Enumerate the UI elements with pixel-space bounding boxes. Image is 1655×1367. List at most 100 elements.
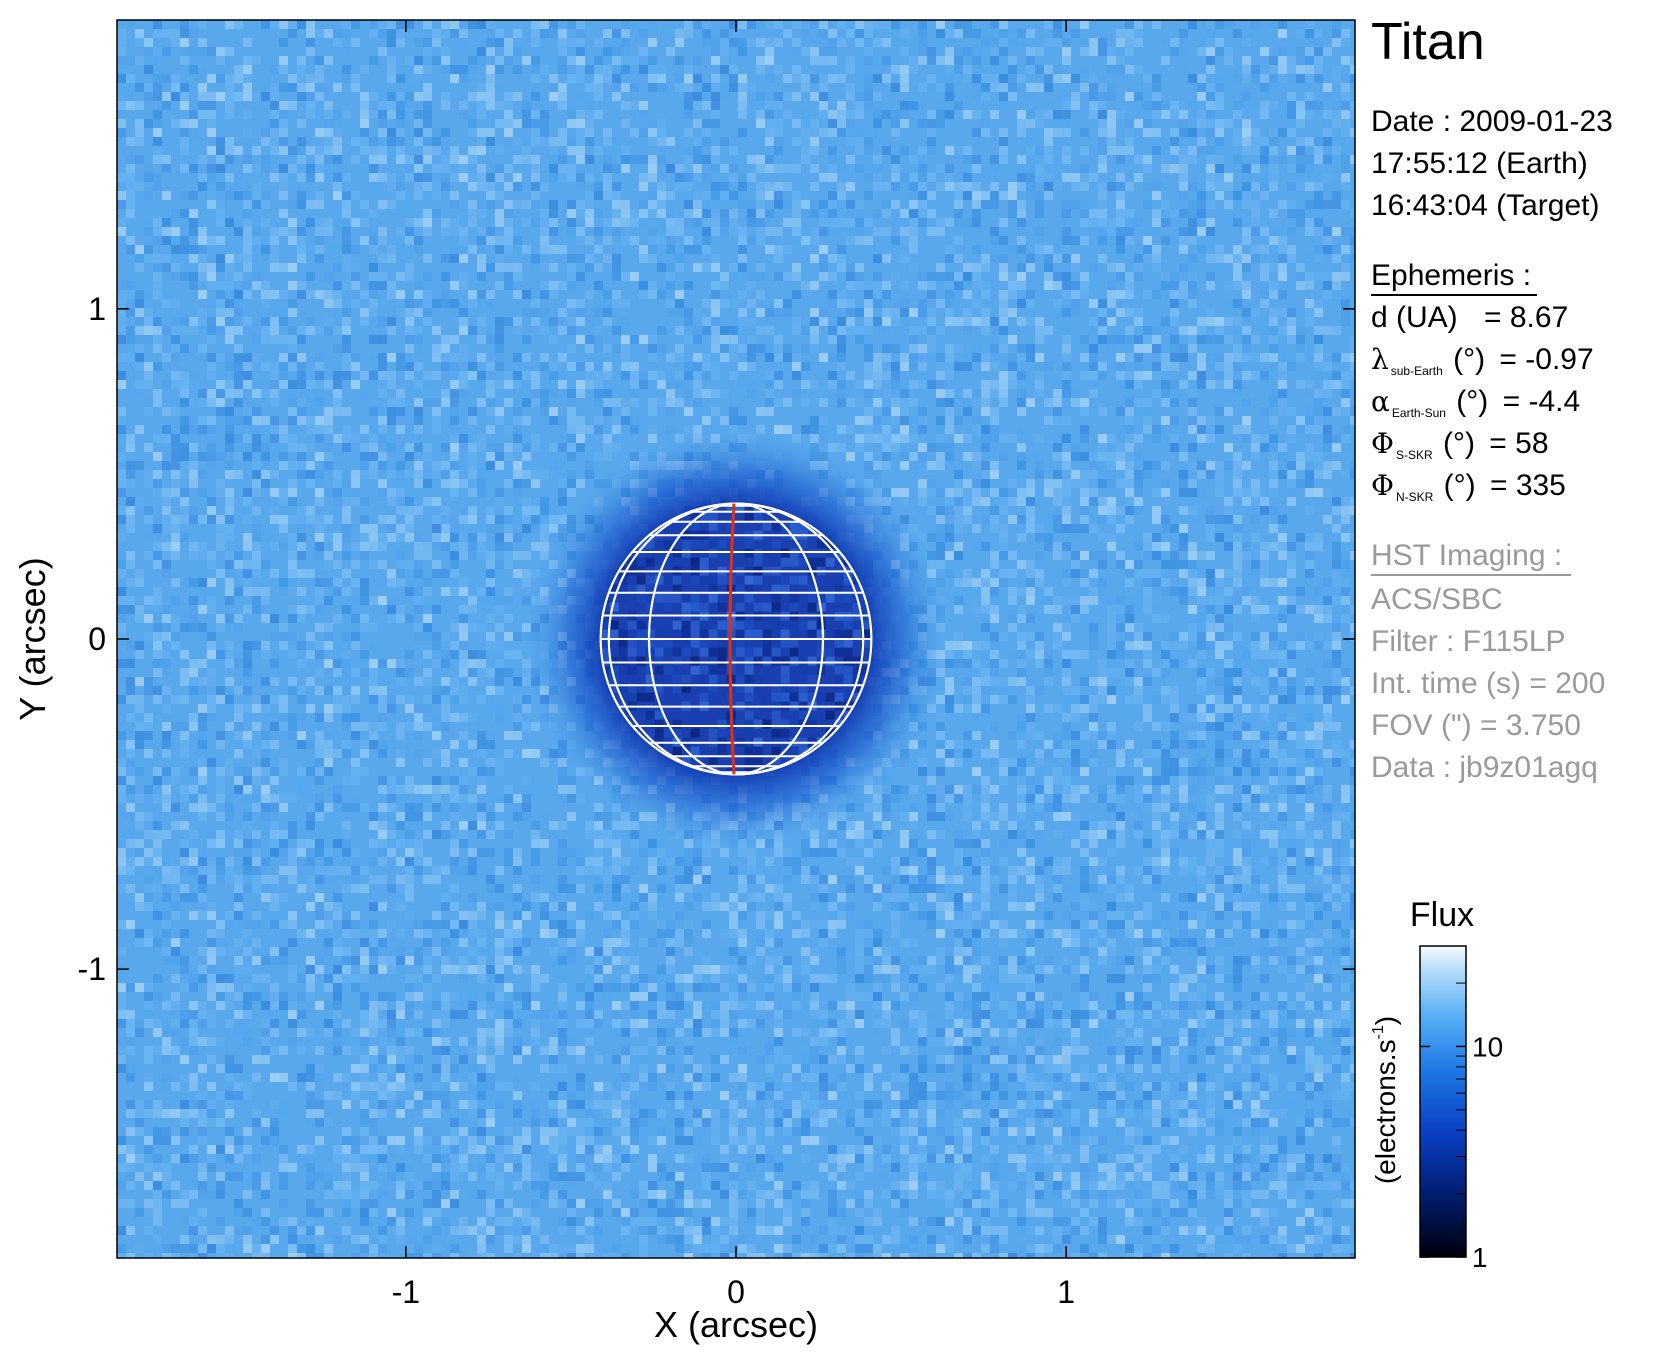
noise-pixel [828, 416, 837, 425]
noise-pixel [288, 515, 297, 524]
noise-pixel [495, 281, 504, 290]
noise-pixel [396, 272, 405, 281]
noise-pixel [540, 254, 549, 263]
noise-pixel [828, 20, 837, 29]
noise-pixel [585, 209, 594, 218]
noise-pixel [189, 398, 198, 407]
noise-pixel [972, 128, 981, 137]
noise-pixel [657, 83, 666, 92]
noise-pixel [180, 191, 189, 200]
noise-pixel [558, 281, 567, 290]
noise-pixel [936, 20, 945, 29]
noise-pixel [441, 47, 450, 56]
noise-pixel [693, 137, 702, 146]
noise-pixel [504, 596, 513, 605]
noise-pixel [1278, 236, 1287, 245]
noise-pixel [1179, 506, 1188, 515]
noise-pixel [423, 20, 432, 29]
noise-pixel [540, 506, 549, 515]
noise-pixel [585, 218, 594, 227]
noise-pixel [693, 146, 702, 155]
noise-pixel [855, 335, 864, 344]
noise-pixel [936, 74, 945, 83]
noise-pixel [1134, 497, 1143, 506]
noise-pixel [765, 209, 774, 218]
noise-pixel [1314, 407, 1323, 416]
noise-pixel [270, 173, 279, 182]
noise-pixel [558, 173, 567, 182]
noise-pixel [1098, 83, 1107, 92]
noise-pixel [378, 389, 387, 398]
noise-pixel [1152, 191, 1161, 200]
noise-pixel [999, 236, 1008, 245]
noise-pixel [1017, 182, 1026, 191]
noise-pixel [738, 407, 747, 416]
noise-pixel [747, 335, 756, 344]
noise-pixel [1170, 191, 1179, 200]
noise-pixel [180, 83, 189, 92]
noise-pixel [1188, 155, 1197, 164]
noise-pixel [1287, 254, 1296, 263]
noise-pixel [612, 83, 621, 92]
noise-pixel [792, 38, 801, 47]
noise-pixel [324, 299, 333, 308]
noise-pixel [549, 137, 558, 146]
noise-pixel [720, 38, 729, 47]
noise-pixel [936, 245, 945, 254]
noise-pixel [117, 470, 126, 479]
noise-pixel [846, 29, 855, 38]
noise-pixel [1224, 281, 1233, 290]
noise-pixel [990, 83, 999, 92]
noise-pixel [567, 74, 576, 83]
noise-pixel [1116, 380, 1125, 389]
noise-pixel [855, 263, 864, 272]
noise-pixel [567, 479, 576, 488]
noise-pixel [963, 263, 972, 272]
noise-pixel [225, 434, 234, 443]
noise-pixel [972, 497, 981, 506]
noise-pixel [1287, 92, 1296, 101]
noise-pixel [675, 308, 684, 317]
noise-pixel [576, 254, 585, 263]
noise-pixel [567, 218, 576, 227]
noise-pixel [846, 263, 855, 272]
noise-pixel [783, 164, 792, 173]
noise-pixel [1107, 506, 1116, 515]
noise-pixel [342, 263, 351, 272]
noise-pixel [126, 290, 135, 299]
noise-pixel [297, 254, 306, 263]
noise-pixel [954, 542, 963, 551]
noise-pixel [1215, 533, 1224, 542]
noise-pixel [1251, 146, 1260, 155]
noise-pixel [1035, 119, 1044, 128]
noise-pixel [702, 83, 711, 92]
noise-pixel [153, 596, 162, 605]
noise-pixel [135, 425, 144, 434]
noise-pixel [810, 128, 819, 137]
noise-pixel [243, 461, 252, 470]
noise-pixel [252, 560, 261, 569]
noise-pixel [1179, 146, 1188, 155]
noise-pixel [1179, 236, 1188, 245]
noise-pixel [423, 83, 432, 92]
noise-pixel [540, 56, 549, 65]
noise-pixel [1305, 227, 1314, 236]
noise-pixel [1206, 335, 1215, 344]
noise-pixel [1071, 200, 1080, 209]
noise-pixel [351, 290, 360, 299]
noise-pixel [855, 74, 864, 83]
noise-pixel [1323, 515, 1332, 524]
noise-pixel [1062, 389, 1071, 398]
noise-pixel [963, 434, 972, 443]
noise-pixel [909, 182, 918, 191]
noise-pixel [1035, 281, 1044, 290]
noise-pixel [909, 119, 918, 128]
noise-pixel [315, 236, 324, 245]
noise-pixel [1062, 128, 1071, 137]
noise-pixel [144, 443, 153, 452]
noise-pixel [1296, 119, 1305, 128]
noise-pixel [1017, 533, 1026, 542]
noise-pixel [666, 227, 675, 236]
noise-pixel [1242, 119, 1251, 128]
noise-pixel [936, 578, 945, 587]
